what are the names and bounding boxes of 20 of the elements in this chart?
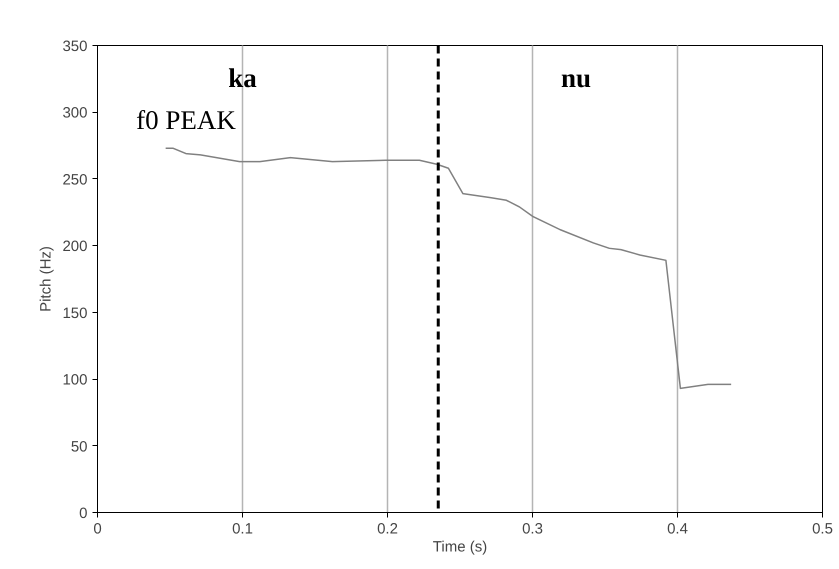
- y-tick-label: 250: [62, 171, 88, 188]
- y-axis-title: Pitch (Hz): [37, 246, 54, 312]
- annotation: ka: [228, 63, 258, 94]
- annotation: f0 PEAK: [136, 105, 236, 136]
- x-tick-label: 0.3: [522, 520, 543, 538]
- x-axis-title: Time (s): [432, 538, 488, 556]
- y-tick-label: 50: [70, 438, 88, 456]
- x-tick-label: 0.5: [812, 520, 833, 538]
- y-tick-label: 0: [79, 505, 88, 522]
- line-series: [164, 147, 732, 390]
- y-tick-label: 200: [62, 238, 88, 256]
- annotation: nu: [560, 63, 592, 94]
- y-tick-label: 150: [62, 304, 88, 322]
- y-tick-label: 300: [62, 104, 88, 122]
- y-tick-label: 350: [62, 38, 88, 55]
- y-tick-label: 100: [62, 372, 88, 389]
- x-tick-label: 0.1: [232, 520, 253, 538]
- x-tick-label: 0: [93, 520, 102, 538]
- x-tick-label: 0.4: [667, 520, 688, 538]
- x-tick-label: 0.2: [377, 520, 398, 538]
